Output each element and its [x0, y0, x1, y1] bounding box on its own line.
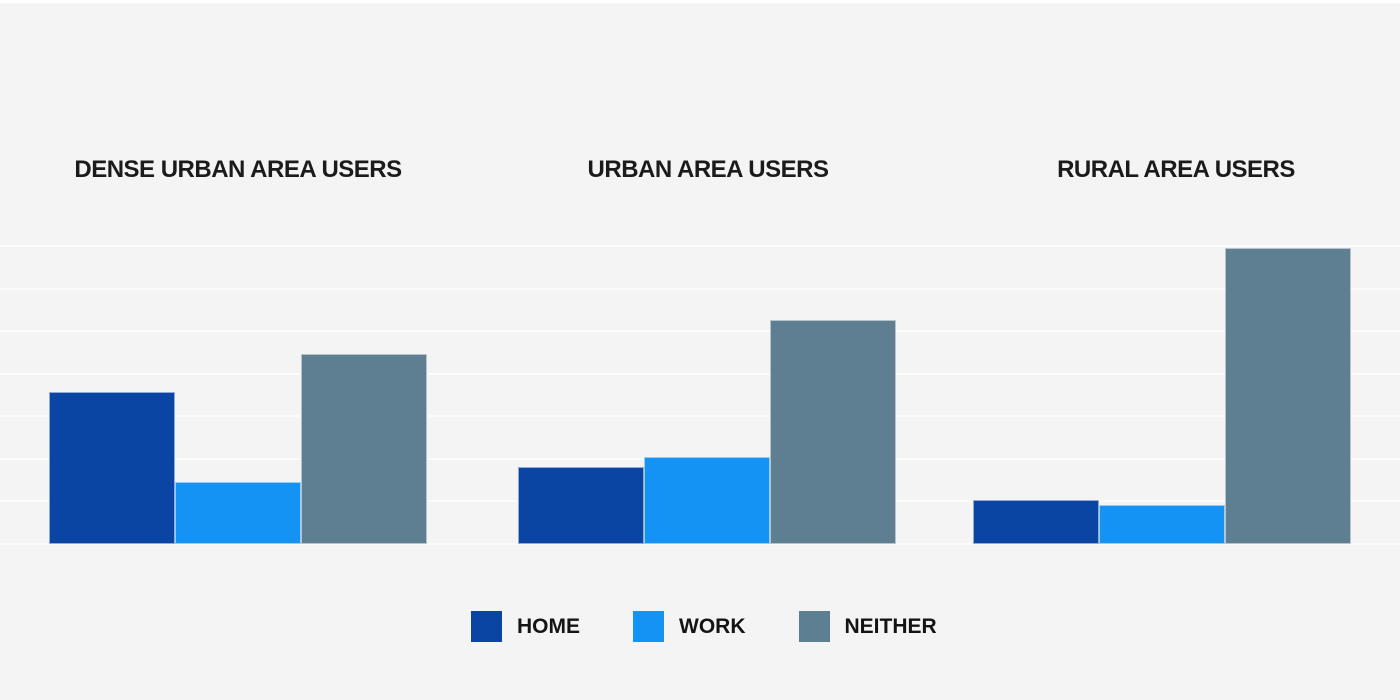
gridline — [0, 543, 1400, 545]
bar-dense-urban-area-users-home — [49, 392, 175, 544]
gridline — [0, 330, 1400, 333]
group-title-dense-urban-area-users: DENSE URBAN AREA USERS — [74, 156, 402, 183]
bar-dense-urban-area-users-neither — [300, 354, 427, 544]
gridline — [0, 372, 1400, 375]
bar-urban-area-users-home — [518, 466, 644, 544]
gridline — [0, 245, 1400, 247]
gridline — [0, 287, 1400, 290]
bar-urban-area-users-neither — [769, 320, 896, 544]
top-border-strip — [0, 0, 1400, 3]
group-title-urban-area-users: URBAN AREA USERS — [587, 156, 829, 183]
legend: HOME WORK NEITHER — [471, 611, 937, 642]
legend-label-neither: NEITHER — [844, 615, 937, 638]
bar-rural-area-users-work — [1098, 504, 1225, 544]
group-title-rural-area-users: RURAL AREA USERS — [1057, 156, 1295, 183]
legend-item-work: WORK — [633, 611, 746, 642]
bar-rural-area-users-neither — [1224, 248, 1351, 544]
gridline — [0, 415, 1400, 418]
legend-swatch-home — [471, 611, 502, 642]
legend-label-work: WORK — [679, 615, 746, 638]
legend-label-home: HOME — [517, 615, 580, 638]
legend-swatch-work — [633, 611, 664, 642]
legend-swatch-neither — [798, 611, 830, 642]
bar-urban-area-users-work — [643, 457, 770, 544]
bar-dense-urban-area-users-work — [174, 481, 301, 544]
bar-rural-area-users-home — [973, 500, 1099, 544]
legend-item-neither: NEITHER — [798, 611, 937, 642]
legend-item-home: HOME — [471, 611, 580, 642]
